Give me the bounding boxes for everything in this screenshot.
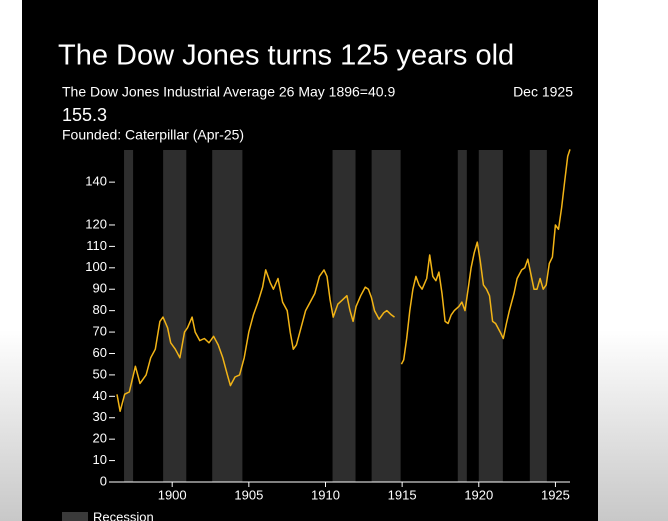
y-tick-label: 120 bbox=[85, 216, 107, 231]
current-date: Dec 1925 bbox=[513, 84, 573, 100]
y-tick-label: 100 bbox=[85, 259, 107, 274]
y-tick-label: 20 bbox=[93, 431, 107, 446]
y-tick-label: 50 bbox=[93, 366, 107, 381]
chart-title: The Dow Jones turns 125 years old bbox=[58, 40, 514, 72]
legend-label: Recession bbox=[93, 509, 154, 521]
annotation: Founded: Caterpillar (Apr-25) bbox=[62, 127, 244, 143]
recession-band bbox=[457, 150, 467, 482]
recession-band bbox=[478, 150, 503, 482]
y-tick-label: 90 bbox=[93, 281, 107, 296]
y-tick-label: 0 bbox=[100, 473, 107, 488]
y-tick-label: 110 bbox=[86, 238, 107, 253]
x-tick-label: 1915 bbox=[388, 487, 417, 502]
y-tick-label: 10 bbox=[93, 452, 107, 467]
x-tick-label: 1925 bbox=[541, 487, 570, 502]
recession-band bbox=[371, 150, 401, 482]
x-tick-label: 1905 bbox=[234, 487, 263, 502]
y-tick-label: 40 bbox=[93, 388, 107, 403]
y-tick-label: 80 bbox=[93, 302, 107, 317]
y-tick-label: 140 bbox=[85, 174, 107, 189]
chart-subtitle: The Dow Jones Industrial Average 26 May … bbox=[62, 84, 395, 100]
backdrop bbox=[0, 330, 22, 521]
current-value: 155.3 bbox=[62, 105, 107, 125]
recession-band bbox=[212, 150, 243, 482]
y-tick-label: 60 bbox=[93, 345, 107, 360]
x-tick-label: 1900 bbox=[158, 487, 187, 502]
x-tick-label: 1910 bbox=[311, 487, 340, 502]
recession-band bbox=[529, 150, 547, 482]
recession-band bbox=[124, 150, 134, 482]
y-tick-label: 30 bbox=[93, 409, 107, 424]
price-line bbox=[116, 149, 571, 413]
recession-band bbox=[163, 150, 187, 482]
panel bbox=[22, 0, 598, 521]
recession-band bbox=[332, 150, 356, 482]
x-tick-label: 1920 bbox=[464, 487, 493, 502]
backdrop bbox=[598, 330, 668, 521]
y-tick-label: 70 bbox=[93, 324, 107, 339]
legend-swatch bbox=[62, 512, 88, 521]
